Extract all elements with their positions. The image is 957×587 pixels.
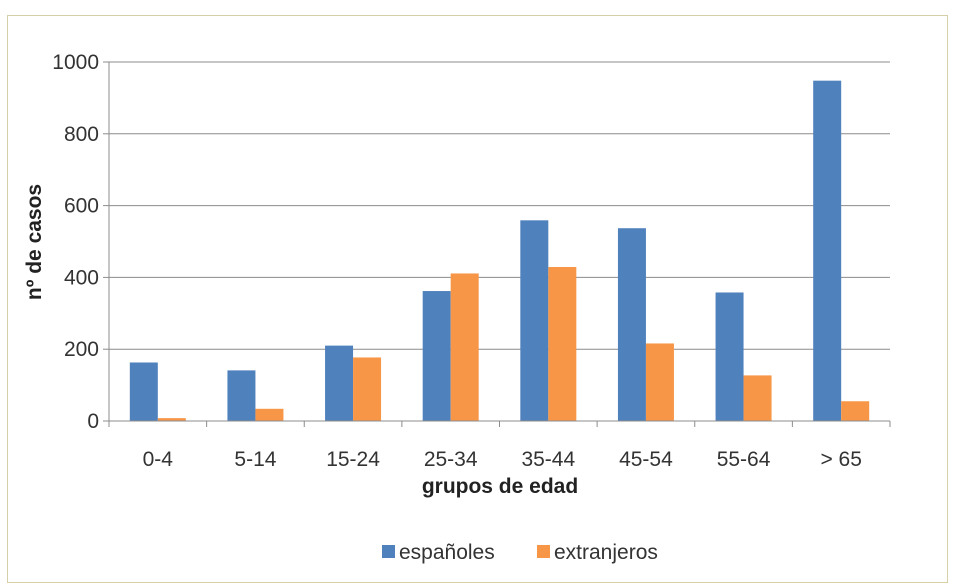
- y-tick-label: 400: [64, 266, 99, 289]
- bar-espanoles: [227, 370, 256, 421]
- x-axis-title: grupos de edad: [422, 475, 578, 498]
- x-tick-label: 15-24: [326, 448, 380, 471]
- x-tick-label: 0-4: [143, 448, 174, 471]
- x-tick-label: 35-44: [521, 448, 575, 471]
- legend: españoles extranjeros: [382, 541, 658, 564]
- gridlines: [109, 61, 890, 350]
- y-tick-label: 1000: [52, 51, 99, 74]
- bar-extranjeros: [548, 266, 577, 421]
- y-tick-labels: 0 200 400 600 800 1000: [52, 51, 99, 433]
- y-tick-label: 600: [64, 195, 99, 218]
- bar-extranjeros: [743, 375, 772, 421]
- bar-extranjeros: [157, 418, 186, 421]
- bar-espanoles: [520, 220, 549, 421]
- y-axis-title: nº de casos: [23, 184, 46, 300]
- x-tick-label: 25-34: [424, 448, 478, 471]
- bar-extranjeros: [353, 357, 382, 421]
- bar-espanoles: [129, 362, 158, 421]
- bar-extranjeros: [841, 401, 870, 421]
- axes: [103, 61, 891, 427]
- bar-espanoles: [715, 292, 744, 421]
- bars: [129, 80, 870, 421]
- x-tick-label: 55-64: [717, 448, 771, 471]
- x-tick-labels: 0-4 5-14 15-24 25-34 35-44 45-54 55-64 > 65: [143, 448, 862, 471]
- y-tick-label: 200: [64, 338, 99, 361]
- y-tick-label: 0: [87, 410, 99, 433]
- legend-swatch: [382, 545, 395, 558]
- bar-extranjeros: [450, 273, 479, 421]
- x-tick-label: > 65: [820, 448, 861, 471]
- bar-extranjeros: [645, 343, 674, 421]
- x-tick-label: 45-54: [619, 448, 673, 471]
- x-tick-label: 5-14: [234, 448, 276, 471]
- legend-label: españoles: [399, 541, 495, 564]
- bar-espanoles: [422, 291, 451, 421]
- bar-espanoles: [617, 228, 646, 421]
- bar-extranjeros: [255, 408, 284, 421]
- bar-espanoles: [325, 345, 354, 421]
- legend-label: extranjeros: [554, 541, 658, 564]
- y-tick-label: 800: [64, 123, 99, 146]
- legend-swatch: [537, 545, 550, 558]
- bar-espanoles: [813, 80, 842, 421]
